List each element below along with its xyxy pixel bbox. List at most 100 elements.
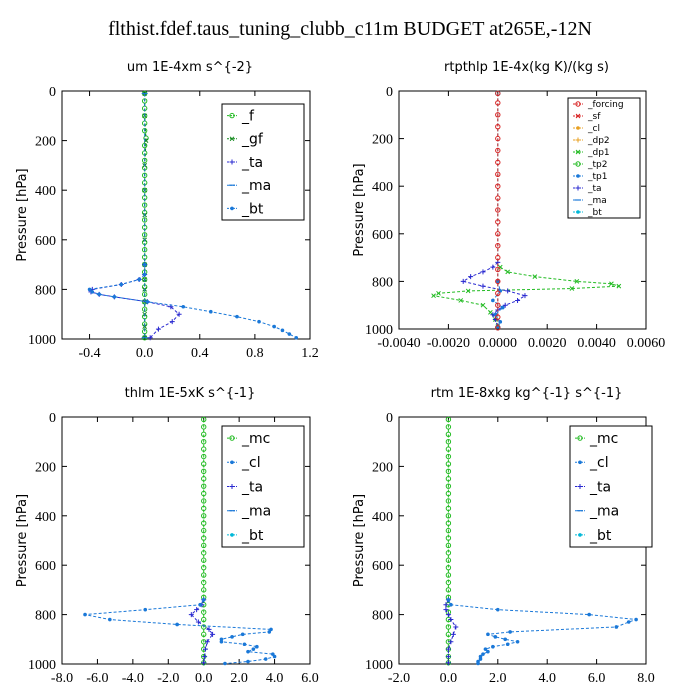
data-point xyxy=(498,320,503,324)
y-tick-label: 600 xyxy=(35,559,56,574)
data-point xyxy=(488,309,493,315)
data-point xyxy=(495,90,501,97)
data-point xyxy=(495,231,501,237)
data-point xyxy=(142,272,147,277)
legend-label: _ma xyxy=(241,178,271,194)
panel-title: rtm 1E-8xkg kg^{-1} s^{-1} xyxy=(431,386,623,401)
data-point xyxy=(169,319,175,325)
data-point xyxy=(142,324,148,329)
data-point xyxy=(97,292,101,297)
x-tick-label: 0.0040 xyxy=(577,336,616,351)
legend-box xyxy=(221,103,305,221)
y-tick-label: 800 xyxy=(372,275,393,290)
data-point xyxy=(287,332,292,336)
legend-marker xyxy=(576,174,580,178)
data-point xyxy=(491,298,495,303)
data-point xyxy=(267,630,272,634)
data-point xyxy=(201,446,207,452)
data-point xyxy=(445,498,452,504)
x-tick-label: 2.0 xyxy=(230,671,248,686)
x-tick-label: 0.4 xyxy=(191,346,209,361)
data-point xyxy=(202,654,208,660)
y-tick-label: 0 xyxy=(49,411,56,426)
legend-marker xyxy=(575,113,581,119)
legend-label: _dp1 xyxy=(587,148,610,158)
data-point xyxy=(522,293,528,299)
data-point xyxy=(443,602,449,608)
legend-label: _dp2 xyxy=(587,136,610,146)
data-point xyxy=(202,646,208,652)
data-point xyxy=(495,325,501,331)
legend-marker xyxy=(575,137,581,143)
data-point xyxy=(436,290,441,296)
panel-4: rtm 1E-8xkg kg^{-1} s^{-1} Pressure [hPa]… xyxy=(352,386,655,686)
panel-1: um 1E-4xm s^{-2} Pressure [hPa] 0 200 400 600… xyxy=(15,60,319,361)
data-point xyxy=(201,542,207,549)
data-point xyxy=(141,142,148,149)
x-tick-label: 0.0060 xyxy=(627,336,666,351)
data-point xyxy=(201,520,207,526)
data-point xyxy=(141,291,148,298)
data-point xyxy=(445,572,452,578)
data-point xyxy=(201,616,207,623)
data-point xyxy=(574,279,580,284)
data-point xyxy=(137,277,141,282)
data-point xyxy=(155,326,161,332)
y-tick-label: 1000 xyxy=(365,323,393,338)
series-line xyxy=(461,261,527,327)
data-point xyxy=(141,202,148,208)
data-point xyxy=(175,622,179,627)
series-line xyxy=(84,599,276,665)
data-point xyxy=(495,100,501,106)
data-point xyxy=(500,305,505,310)
x-tick-label: 0.8 xyxy=(246,346,264,361)
data-point xyxy=(495,302,501,308)
y-tick-label: 1000 xyxy=(28,333,56,348)
data-point xyxy=(235,314,239,319)
data-point xyxy=(495,195,501,201)
data-point xyxy=(201,550,207,556)
data-point xyxy=(453,624,459,630)
data-point xyxy=(445,461,452,467)
y-axis-label: Pressure [hPa] xyxy=(15,494,30,587)
series-line xyxy=(431,266,619,327)
data-point xyxy=(294,335,299,340)
legend-label: _gf xyxy=(241,132,264,148)
data-point xyxy=(495,159,501,166)
plot-frame xyxy=(61,90,311,340)
y-tick-label: 200 xyxy=(372,133,393,148)
y-axis-label: Pressure [hPa] xyxy=(352,163,367,256)
x-tick-label: 1.2 xyxy=(301,346,319,361)
legend-box xyxy=(569,425,653,548)
data-point xyxy=(112,295,117,299)
data-point xyxy=(201,461,207,467)
legend-label: _cl xyxy=(587,124,600,134)
data-point xyxy=(503,637,508,642)
legend-marker xyxy=(578,533,582,537)
data-point xyxy=(147,335,153,341)
data-point xyxy=(478,654,483,659)
data-point xyxy=(445,431,452,437)
legend-marker xyxy=(230,460,234,465)
data-point xyxy=(201,535,207,541)
data-point xyxy=(204,639,210,645)
data-point xyxy=(495,207,501,213)
y-tick-label: 200 xyxy=(35,135,56,150)
data-point xyxy=(495,183,501,189)
data-point xyxy=(445,624,452,630)
data-point xyxy=(508,630,512,634)
data-point xyxy=(445,646,451,652)
data-point xyxy=(201,527,207,534)
legend-marker xyxy=(575,101,581,107)
data-point xyxy=(445,505,452,512)
data-point xyxy=(201,597,206,602)
data-point xyxy=(223,661,227,666)
data-point xyxy=(480,269,486,275)
data-point xyxy=(201,490,207,497)
legend-label: _ta xyxy=(589,479,611,495)
data-point xyxy=(480,302,486,308)
legend-marker xyxy=(575,185,581,191)
data-point xyxy=(495,278,501,285)
data-point xyxy=(476,661,480,666)
data-point xyxy=(242,642,247,647)
